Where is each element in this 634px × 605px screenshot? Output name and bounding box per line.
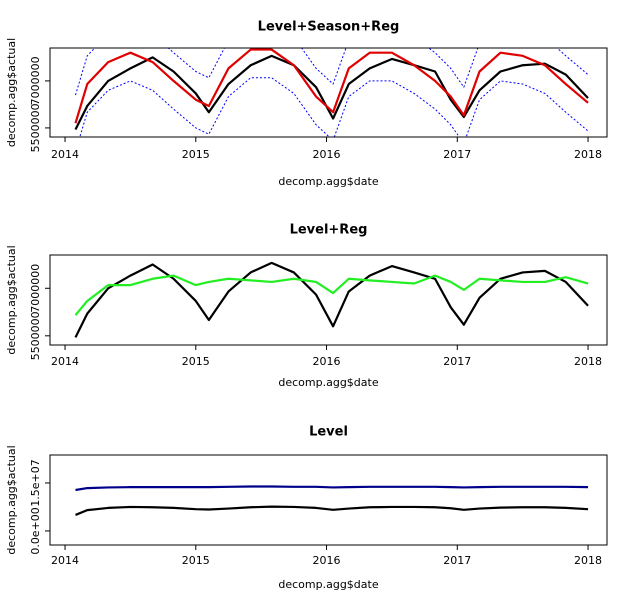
x-tick-label: 2017 [443,148,471,161]
series-line [74,261,589,338]
x-axis-label: decomp.agg$date [278,175,378,188]
series-line [74,274,589,316]
panel: Level+Reg decomp.agg$date decomp.agg$actua… [5,223,608,389]
x-tick-label: 2015 [182,554,210,567]
y-tick-label: 5500000 [29,103,42,152]
series-line [75,48,589,96]
x-tick-label: 2014 [51,355,79,368]
y-axis-label: decomp.agg$actual [5,38,18,147]
y-tick-label: 5500000 [29,311,42,360]
series-line [79,77,589,137]
x-tick-label: 2017 [443,355,471,368]
y-axis-label: decomp.agg$actual [5,245,18,354]
chart-title: Level+Season+Reg [258,20,400,35]
x-tick-label: 2015 [182,355,210,368]
y-tick-label: 0.0e+00 [29,507,42,554]
x-axis-label: decomp.agg$date [278,578,378,591]
series-line [74,48,589,124]
y-tick-label: 7000000 [29,264,42,313]
x-tick-label: 2018 [574,355,602,368]
lines [75,485,589,516]
x-tick-label: 2015 [182,148,210,161]
x-tick-label: 2016 [313,355,341,368]
x-axis-label: decomp.agg$date [278,376,378,389]
lines [74,261,589,338]
plot-frame [49,254,608,346]
plot-frame [49,47,608,138]
panel: Level+Season+Reg decomp.agg$date decomp.ag… [5,20,608,188]
x-tick-label: 2014 [51,554,79,567]
series-line [74,54,589,130]
y-tick-label: 1.5e+07 [29,459,42,506]
x-tick-label: 2014 [51,148,79,161]
lines [74,48,589,137]
panel: Level decomp.agg$date decomp.agg$actual 201… [5,425,608,591]
plot-frame [49,454,608,546]
x-tick-label: 2017 [443,554,471,567]
chart-title: Level+Reg [290,223,368,238]
x-tick-label: 2016 [313,554,341,567]
y-axis-label: decomp.agg$actual [5,445,18,554]
chart-title: Level [309,425,348,440]
series-line [75,505,589,516]
y-tick-label: 7000000 [29,56,42,105]
series-line [75,485,589,492]
x-tick-label: 2018 [574,148,602,161]
x-tick-label: 2018 [574,554,602,567]
x-tick-label: 2016 [313,148,341,161]
